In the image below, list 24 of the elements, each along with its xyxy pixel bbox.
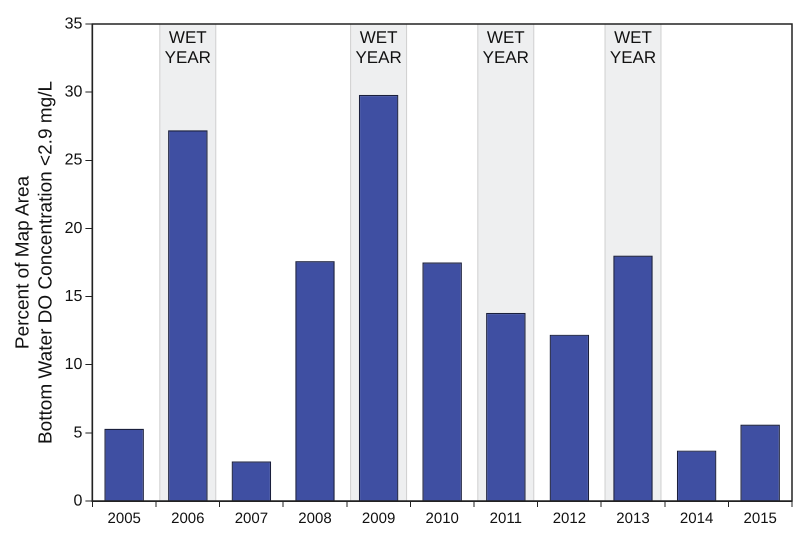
x-tick-label: 2010 xyxy=(426,510,459,528)
x-tick-label: 2006 xyxy=(171,510,204,528)
y-tick-label: 30 xyxy=(64,84,82,101)
x-tick-label: 2015 xyxy=(744,510,777,528)
band-label: WET YEAR xyxy=(610,28,656,68)
x-tick-label: 2011 xyxy=(490,510,522,528)
y-tick-label: 35 xyxy=(64,15,82,32)
band-label: WET YEAR xyxy=(355,28,402,68)
x-tick-label: 2014 xyxy=(680,510,714,528)
band-label: WET YEAR xyxy=(482,28,529,68)
y-axis-title: Percent of Map Area Bottom Water DO Concentration <2.9 mg/L xyxy=(12,80,56,444)
y-tick-label: 15 xyxy=(64,288,82,305)
x-tick-label: 2005 xyxy=(108,510,141,528)
x-tick-label: 2009 xyxy=(362,510,396,528)
y-tick-label: 20 xyxy=(64,220,82,237)
y-tick-label: 0 xyxy=(73,492,82,510)
y-tick-label: 10 xyxy=(64,356,82,374)
band-label: WET YEAR xyxy=(164,28,211,68)
x-tick-label: 2007 xyxy=(234,510,268,528)
x-tick-label: 2012 xyxy=(552,510,586,528)
y-tick-label: 5 xyxy=(73,424,82,442)
x-tick-label: 2008 xyxy=(298,510,332,528)
x-tick-label: 2013 xyxy=(616,510,650,528)
y-tick-label: 25 xyxy=(64,152,82,169)
